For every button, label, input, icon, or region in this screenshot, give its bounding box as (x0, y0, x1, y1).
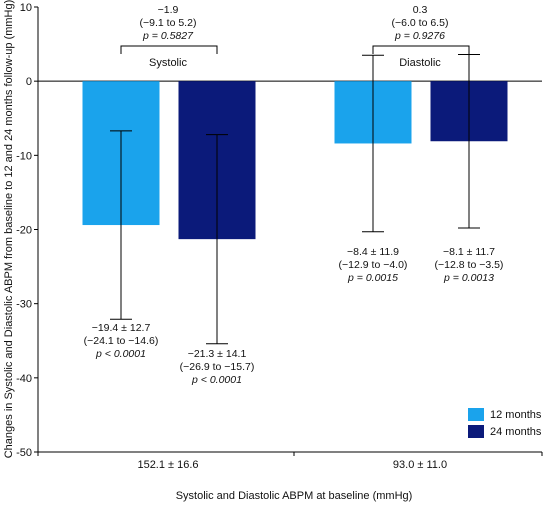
y-axis-title: Changes in Systolic and Diastolic ABPM f… (3, 0, 15, 458)
value-label: −8.4 ± 11.9 (347, 246, 399, 258)
y-tick-label: -20 (16, 225, 32, 237)
y-tick-label: -10 (16, 150, 32, 162)
comparison-value: 0.3 (413, 4, 428, 16)
comparison-value: −1.9 (158, 4, 179, 16)
y-tick-label: 0 (26, 76, 32, 88)
ci-label: (−12.8 to −3.5) (435, 259, 504, 271)
p-value-label: p = 0.0015 (347, 272, 398, 284)
ci-label: (−26.9 to −15.7) (180, 361, 255, 373)
value-label: −21.3 ± 14.1 (188, 348, 247, 360)
legend-swatch (468, 408, 484, 421)
y-tick-label: -30 (16, 299, 32, 311)
value-label: −19.4 ± 12.7 (92, 322, 151, 334)
comparison-p-value: p = 0.9276 (394, 30, 445, 42)
value-label: −8.1 ± 11.7 (443, 246, 495, 258)
group-label: Systolic (149, 57, 187, 69)
comparison-ci: (−9.1 to 5.2) (140, 17, 197, 29)
axes: 10 0 -10 -20 -30 -40 -50 152.1 ± 16.6 93.0 ± 11.… (16, 2, 543, 471)
comparison-bracket (372, 45, 470, 54)
p-value-label: p < 0.0001 (191, 374, 242, 386)
group-label: Diastolic (399, 57, 441, 69)
y-tick-label: -40 (16, 373, 32, 385)
bars (82, 53, 508, 345)
legend: 12 months 24 months (468, 408, 542, 438)
comparison-p-value: p = 0.5827 (142, 30, 194, 42)
ci-label: (−12.9 to −4.0) (339, 259, 408, 271)
y-tick-label: 10 (20, 2, 32, 14)
legend-label: 24 months (490, 426, 542, 438)
x-axis-title: Systolic and Diastolic ABPM at baseline … (176, 490, 413, 502)
p-value-label: p = 0.0013 (443, 272, 494, 284)
legend-swatch (468, 425, 484, 438)
p-value-label: p < 0.0001 (95, 348, 146, 360)
y-tick-label: -50 (16, 447, 32, 459)
comparison-ci: (−6.0 to 6.5) (392, 17, 449, 29)
ci-label: (−24.1 to −14.6) (84, 335, 159, 347)
legend-label: 12 months (490, 409, 542, 421)
x-tick-label: 152.1 ± 16.6 (137, 459, 198, 471)
annotations: −19.4 ± 12.7(−24.1 to −14.6)p < 0.0001−8… (84, 4, 504, 386)
comparison-bracket (120, 45, 218, 54)
x-tick-label: 93.0 ± 11.0 (393, 459, 447, 471)
